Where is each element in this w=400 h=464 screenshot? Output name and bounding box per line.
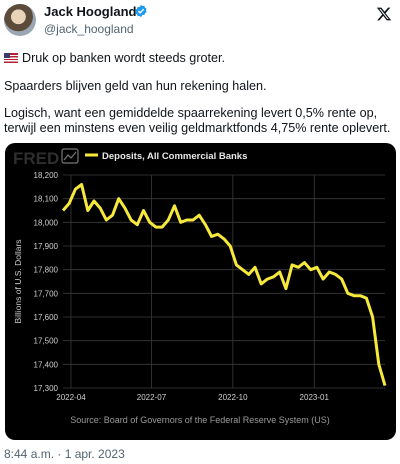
tweet-text-line1-content: Druk op banken wordt steeds groter. [22, 51, 226, 65]
y-tick-label: 17,900 [34, 242, 59, 251]
x-logo-icon[interactable] [376, 6, 392, 22]
y-tick-label: 17,800 [34, 266, 59, 275]
y-tick-label: 17,500 [34, 337, 59, 346]
chart-y-ticks: 17,300 17,400 17,500 17,600 17,700 17,800 17,9… [34, 171, 59, 393]
y-axis-label: Billions of U.S. Dollars [13, 239, 23, 323]
tweet-timestamp[interactable]: 8:44 a.m. · 1 apr. 2023 [4, 447, 125, 461]
y-tick-label: 17,300 [34, 384, 59, 393]
chart-icon-line [63, 151, 77, 161]
tweet-header: Jack Hoogland @jack_hoogland [0, 0, 400, 46]
chart-icon-frame [61, 148, 79, 164]
x-tick-label: 2022-10 [218, 393, 248, 402]
x-tick-label: 2022-07 [137, 393, 167, 402]
author-name[interactable]: Jack Hoogland [44, 4, 137, 19]
avatar[interactable] [4, 4, 36, 36]
series-line-deposits [61, 183, 387, 387]
y-tick-label: 18,100 [34, 195, 59, 204]
y-tick-label: 17,700 [34, 289, 59, 298]
chart-image[interactable]: 17,300 17,400 17,500 17,600 17,700 17,800 17,9… [5, 143, 396, 440]
author-handle[interactable]: @jack_hoogland [44, 22, 134, 36]
source-note: Source: Board of Governors of the Federa… [70, 415, 330, 425]
verified-badge-icon [135, 4, 147, 18]
tweet-text-line3b: terwijl een minstens even veilig geldmar… [4, 121, 391, 135]
chart-grid [63, 174, 385, 389]
y-tick-label: 18,000 [34, 218, 59, 227]
y-tick-label: 17,400 [34, 360, 59, 369]
fred-line-chart: 17,300 17,400 17,500 17,600 17,700 17,800 17,9… [13, 148, 387, 425]
y-tick-label: 17,600 [34, 313, 59, 322]
chart-x-ticks: 2022-04 2022-07 2022-10 2023-01 [56, 393, 329, 402]
x-tick-label: 2023-01 [300, 393, 330, 402]
tweet-text-line1: Druk op banken wordt steeds groter. [4, 51, 225, 66]
tweet-text-line2: Spaarders blijven geld van hun rekening … [4, 79, 267, 93]
fred-logo-text: FRED [13, 149, 59, 168]
x-tick-label: 2022-04 [56, 393, 86, 402]
us-flag-icon [4, 53, 18, 63]
y-tick-label: 18,200 [34, 171, 59, 180]
tweet-text-line3a: Logisch, want een gemiddelde spaarrekeni… [4, 106, 378, 120]
fred-logo: FRED [13, 148, 79, 168]
legend-label: Deposits, All Commercial Banks [102, 151, 247, 162]
